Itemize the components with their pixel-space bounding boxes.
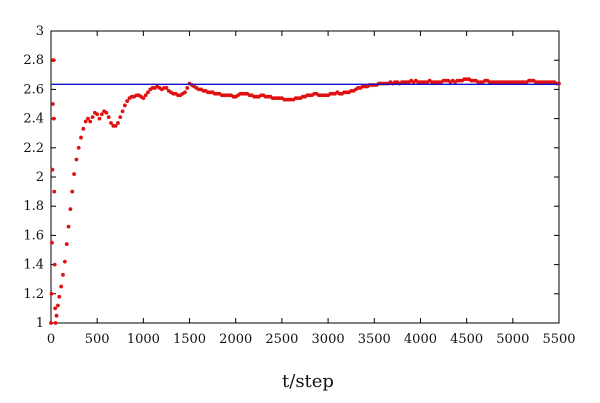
data-point <box>97 116 102 121</box>
data-point <box>74 157 79 162</box>
data-point <box>72 172 76 176</box>
x-tick-label: 1500 <box>173 332 206 347</box>
x-tick-label: 500 <box>85 332 110 347</box>
data-point <box>164 86 169 90</box>
data-point <box>79 135 83 140</box>
data-point <box>51 58 56 63</box>
data-point <box>116 121 120 125</box>
data-point <box>50 102 55 106</box>
data-point <box>56 303 60 308</box>
data-point <box>53 306 58 311</box>
data-point <box>53 321 58 325</box>
data-point <box>88 119 93 124</box>
data-point <box>125 99 130 103</box>
x-tick-label: 3000 <box>312 332 345 347</box>
axes-group <box>50 30 560 324</box>
data-point <box>141 96 146 101</box>
data-point <box>49 291 54 296</box>
data-point <box>113 124 118 128</box>
data-point <box>64 242 69 247</box>
y-tick-label: 2.2 <box>23 141 44 156</box>
data-point <box>90 115 95 120</box>
data-point <box>62 259 67 264</box>
tick-group: 0 500 1000 1500 2000 2500 3000 3500 4000 4500 5000… <box>23 24 575 347</box>
x-tick-label: 2500 <box>265 332 298 347</box>
x-tick-label: 0 <box>47 332 55 347</box>
y-tick-label: 3 <box>36 24 44 39</box>
series-group <box>49 58 561 325</box>
data-point <box>106 115 111 120</box>
data-point <box>81 126 86 131</box>
data-point <box>95 112 100 117</box>
data-point <box>83 119 88 124</box>
data-point <box>50 167 55 172</box>
data-point <box>122 103 127 108</box>
data-point <box>49 321 53 325</box>
y-tick-label: 1 <box>36 316 44 331</box>
x-tick-label: 5500 <box>542 332 575 347</box>
x-tick-label: 1000 <box>127 332 160 347</box>
data-point <box>50 240 54 245</box>
data-point <box>57 294 62 299</box>
y-tick-label: 2.6 <box>23 82 44 97</box>
data-point <box>52 189 57 194</box>
data-point <box>120 109 125 114</box>
x-axis-label: t/step <box>282 371 334 392</box>
data-point <box>59 284 64 289</box>
x-tick-label: 5000 <box>496 332 529 347</box>
data-point <box>76 145 81 150</box>
data-point <box>52 262 57 267</box>
y-tick-label: 2 <box>36 170 44 185</box>
x-tick-label: 4500 <box>450 332 483 347</box>
y-tick-label: 1.8 <box>23 199 44 214</box>
data-point <box>66 224 71 229</box>
y-tick-label: 1.4 <box>23 258 44 273</box>
data-point <box>146 90 150 95</box>
data-point <box>185 86 190 90</box>
data-point <box>183 90 187 95</box>
x-tick-label: 2000 <box>219 332 252 347</box>
data-point <box>118 115 123 120</box>
x-tick-label: 4000 <box>404 332 437 347</box>
data-point <box>51 116 56 121</box>
data-point <box>54 313 59 318</box>
plot-frame <box>50 30 560 324</box>
y-tick-label: 2.4 <box>23 112 44 127</box>
data-point <box>70 189 75 194</box>
data-point <box>143 93 148 98</box>
data-point <box>109 121 113 125</box>
data-point <box>61 272 65 277</box>
x-tick-label: 3500 <box>358 332 391 347</box>
y-tick-label: 1.2 <box>23 287 44 302</box>
data-point <box>99 112 104 117</box>
data-point <box>68 207 73 212</box>
data-point <box>86 116 90 121</box>
y-tick-label: 2.8 <box>23 53 44 68</box>
data-point <box>104 110 109 115</box>
y-tick-label: 1.6 <box>23 228 44 243</box>
